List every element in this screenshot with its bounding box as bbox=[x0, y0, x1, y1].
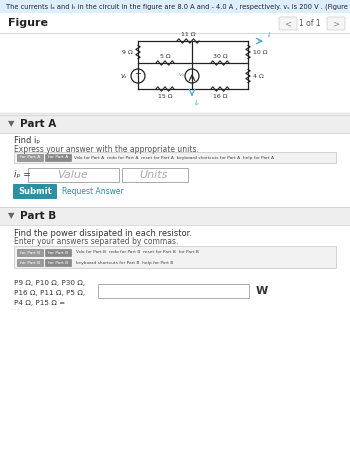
FancyBboxPatch shape bbox=[0, 115, 350, 133]
FancyBboxPatch shape bbox=[121, 168, 188, 181]
Text: vₛ: vₛ bbox=[121, 73, 127, 79]
FancyBboxPatch shape bbox=[45, 259, 71, 266]
Text: 30 Ω: 30 Ω bbox=[213, 54, 227, 59]
Text: 1 of 1: 1 of 1 bbox=[299, 19, 321, 28]
Text: iₒ: iₒ bbox=[195, 100, 200, 106]
Text: 16 Ω: 16 Ω bbox=[213, 94, 227, 99]
FancyBboxPatch shape bbox=[0, 0, 350, 13]
Text: W: W bbox=[256, 286, 268, 295]
Text: Part B: Part B bbox=[20, 211, 56, 221]
FancyBboxPatch shape bbox=[28, 168, 119, 181]
Text: 5 Ω: 5 Ω bbox=[160, 54, 170, 59]
Text: for Part B: for Part B bbox=[20, 261, 40, 264]
Text: <: < bbox=[285, 19, 292, 28]
Text: Units: Units bbox=[140, 169, 168, 180]
FancyBboxPatch shape bbox=[0, 207, 350, 225]
Text: Submit: Submit bbox=[18, 187, 52, 196]
FancyBboxPatch shape bbox=[45, 154, 71, 161]
Text: for Part B: for Part B bbox=[48, 250, 68, 255]
Text: for Part B: for Part B bbox=[20, 250, 40, 255]
Text: 4 Ω: 4 Ω bbox=[253, 74, 264, 79]
FancyBboxPatch shape bbox=[0, 113, 350, 463]
Text: Find iₚ: Find iₚ bbox=[14, 137, 40, 145]
FancyBboxPatch shape bbox=[17, 259, 43, 266]
Text: +: + bbox=[134, 69, 141, 77]
FancyBboxPatch shape bbox=[17, 249, 43, 257]
FancyBboxPatch shape bbox=[0, 225, 350, 463]
Text: >: > bbox=[332, 19, 340, 28]
FancyBboxPatch shape bbox=[279, 17, 297, 30]
FancyBboxPatch shape bbox=[14, 152, 336, 163]
Text: P9 Ω, P10 Ω, P30 Ω,
P16 Ω, P11 Ω, P5 Ω,
P4 Ω, P15 Ω =: P9 Ω, P10 Ω, P30 Ω, P16 Ω, P11 Ω, P5 Ω, … bbox=[14, 280, 85, 306]
Text: Figure: Figure bbox=[8, 18, 48, 28]
Text: Enter your answers separated by commas.: Enter your answers separated by commas. bbox=[14, 238, 178, 246]
FancyBboxPatch shape bbox=[98, 283, 248, 298]
Text: vₓ: vₓ bbox=[178, 73, 185, 77]
Text: Vdo for Part A  redo for Part A  reset for Part A  keyboard shortcuts for Part A: Vdo for Part A redo for Part A reset for… bbox=[74, 156, 274, 159]
FancyBboxPatch shape bbox=[13, 184, 57, 199]
Text: Express your answer with the appropriate units.: Express your answer with the appropriate… bbox=[14, 145, 199, 155]
Text: ▼: ▼ bbox=[8, 212, 14, 220]
Text: Part A: Part A bbox=[20, 119, 56, 129]
Text: iₚ =: iₚ = bbox=[14, 169, 31, 179]
Text: 15 Ω: 15 Ω bbox=[158, 94, 172, 99]
Text: 10 Ω: 10 Ω bbox=[253, 50, 267, 55]
FancyBboxPatch shape bbox=[327, 17, 345, 30]
Text: The currents iₐ and iₜ in the circuit in the figure are 8.0 A and - 4.0 A , resp: The currents iₐ and iₜ in the circuit in… bbox=[6, 3, 350, 10]
FancyBboxPatch shape bbox=[14, 246, 336, 268]
FancyBboxPatch shape bbox=[17, 154, 43, 161]
Text: 11 Ω: 11 Ω bbox=[181, 32, 195, 37]
Text: for Part A: for Part A bbox=[48, 156, 68, 159]
Text: Value: Value bbox=[58, 169, 88, 180]
FancyBboxPatch shape bbox=[45, 249, 71, 257]
Text: keyboard shortcuts for Part B  help for Part B: keyboard shortcuts for Part B help for P… bbox=[76, 261, 173, 265]
FancyBboxPatch shape bbox=[0, 13, 350, 463]
Text: for Part B: for Part B bbox=[48, 261, 68, 264]
Text: Request Answer: Request Answer bbox=[62, 187, 124, 196]
Text: Vdo for Part B  redo for Part B  reset for Part B  for Part B: Vdo for Part B redo for Part B reset for… bbox=[76, 250, 199, 254]
Text: iₜ: iₜ bbox=[268, 32, 272, 38]
Text: for Part A: for Part A bbox=[20, 156, 40, 159]
Text: ▼: ▼ bbox=[8, 119, 14, 129]
FancyBboxPatch shape bbox=[0, 133, 350, 263]
Text: 9 Ω: 9 Ω bbox=[122, 50, 133, 55]
Text: Find the power dissipated in each resistor.: Find the power dissipated in each resist… bbox=[14, 229, 192, 238]
